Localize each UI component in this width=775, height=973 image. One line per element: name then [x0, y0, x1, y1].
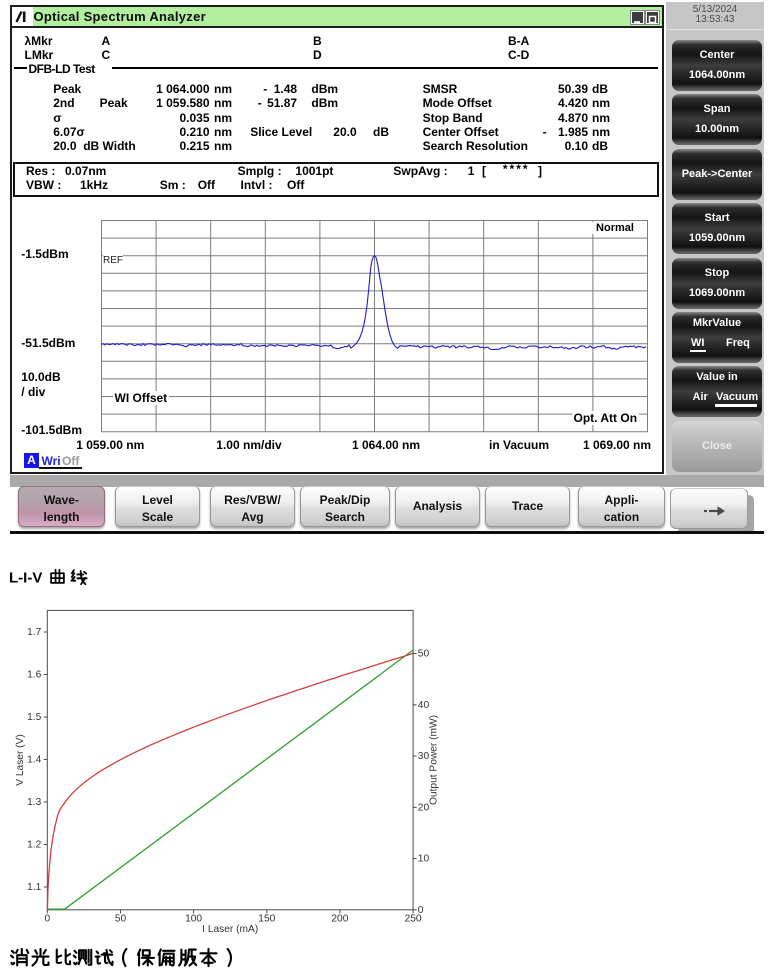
svg-text:1.6: 1.6	[27, 670, 41, 681]
svg-text:50: 50	[115, 913, 127, 924]
svg-text:1.3: 1.3	[27, 797, 41, 808]
svg-text:1.7: 1.7	[27, 627, 41, 638]
svg-text:1.2: 1.2	[27, 840, 41, 851]
svg-text:200: 200	[331, 913, 348, 924]
svg-text:1.1: 1.1	[27, 882, 41, 893]
svg-text:10: 10	[418, 854, 430, 865]
svg-text:150: 150	[258, 913, 275, 924]
svg-text:40: 40	[418, 700, 430, 711]
svg-text:20: 20	[418, 803, 430, 814]
svg-text:I Laser (mA): I Laser (mA)	[202, 924, 258, 935]
svg-text:0: 0	[418, 905, 424, 916]
svg-text:Output Power (mW): Output Power (mW)	[429, 715, 440, 805]
svg-text:30: 30	[418, 751, 430, 762]
svg-text:250: 250	[405, 913, 422, 924]
svg-text:1.4: 1.4	[27, 755, 41, 766]
svg-text:V Laser (V): V Laser (V)	[15, 734, 26, 786]
svg-text:100: 100	[185, 913, 202, 924]
svg-text:0: 0	[44, 913, 50, 924]
svg-text:1.5: 1.5	[27, 712, 41, 723]
svg-text:50: 50	[418, 649, 430, 660]
